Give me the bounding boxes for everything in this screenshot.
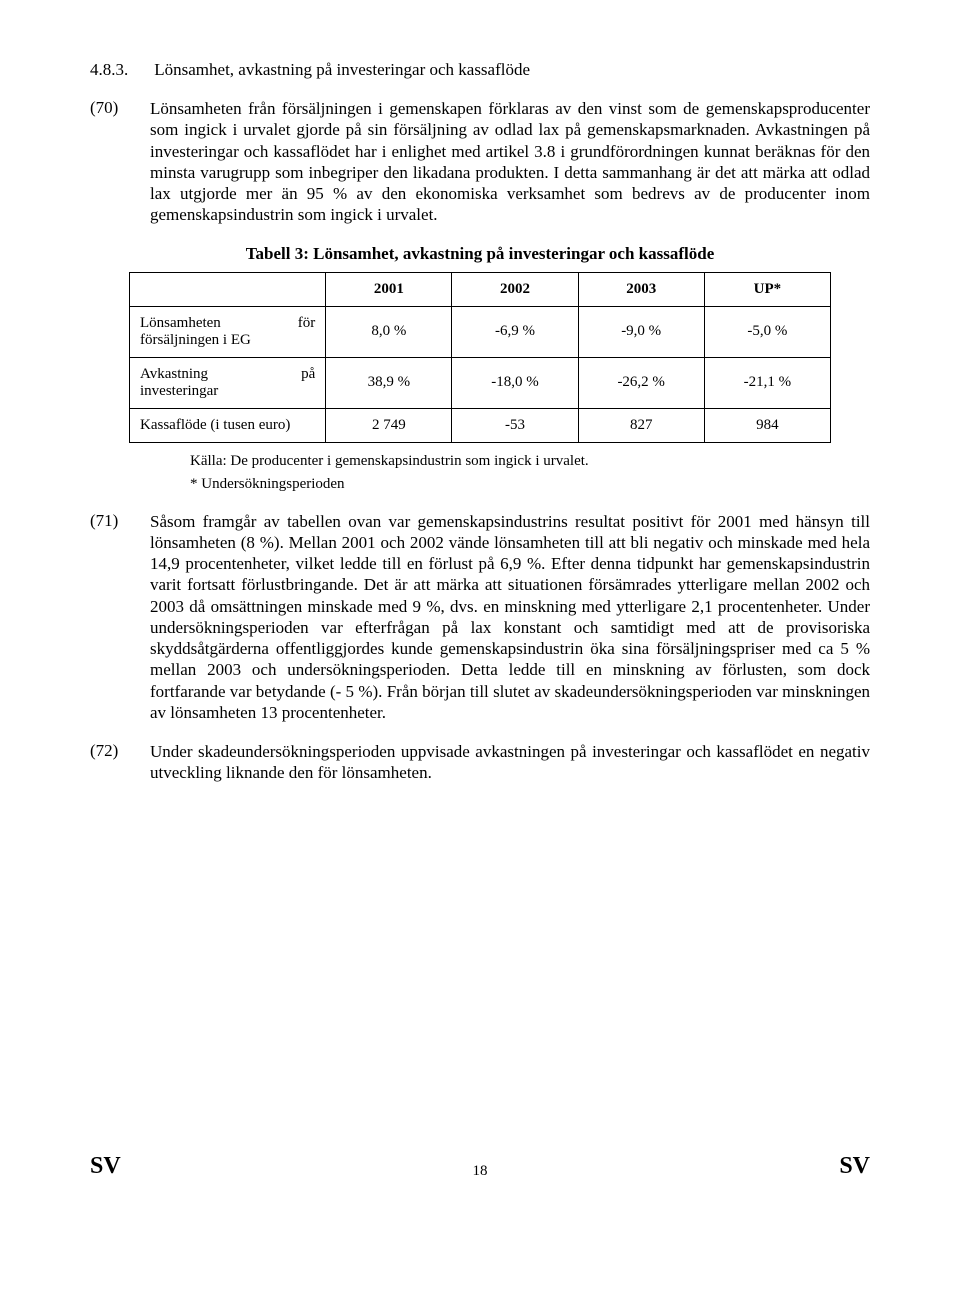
data-cell: -26,2 % — [578, 357, 704, 408]
data-cell: -21,1 % — [704, 357, 830, 408]
label-main: Avkastning — [140, 366, 208, 383]
label-right: för — [298, 315, 316, 332]
table-row: Avkastning på investeringar 38,9 % -18,0… — [130, 357, 831, 408]
data-cell: 38,9 % — [326, 357, 452, 408]
row-label: Avkastning på investeringar — [130, 357, 326, 408]
header-cell: UP* — [704, 272, 830, 306]
data-cell: 827 — [578, 408, 704, 442]
data-cell: -18,0 % — [452, 357, 578, 408]
header-cell: 2001 — [326, 272, 452, 306]
table-note: * Undersökningsperioden — [190, 476, 870, 493]
data-cell: 2 749 — [326, 408, 452, 442]
label-right: på — [301, 366, 315, 383]
para-body: Såsom framgår av tabellen ovan var gemen… — [150, 511, 870, 724]
row-label: Kassaflöde (i tusen euro) — [130, 408, 326, 442]
section-heading: 4.8.3. Lönsamhet, avkastning på invester… — [90, 60, 870, 80]
footer-right: SV — [839, 1153, 870, 1180]
label-sub: investeringar — [140, 383, 315, 400]
row-label: Lönsamheten för försäljningen i EG — [130, 306, 326, 357]
header-cell: 2002 — [452, 272, 578, 306]
para-body: Under skadeundersökningsperioden uppvisa… — [150, 741, 870, 784]
para-number: (71) — [90, 511, 150, 724]
label-main: Lönsamheten — [140, 315, 221, 332]
para-number: (70) — [90, 98, 150, 226]
table-row: Lönsamheten för försäljningen i EG 8,0 %… — [130, 306, 831, 357]
para-number: (72) — [90, 741, 150, 784]
header-cell: 2003 — [578, 272, 704, 306]
section-title: Lönsamhet, avkastning på investeringar o… — [154, 60, 530, 79]
data-cell: -5,0 % — [704, 306, 830, 357]
label-main: Kassaflöde (i tusen euro) — [140, 417, 290, 433]
table-caption: Tabell 3: Lönsamhet, avkastning på inves… — [90, 244, 870, 264]
data-cell: 8,0 % — [326, 306, 452, 357]
label-sub: försäljningen i EG — [140, 332, 315, 349]
table-source: Källa: De producenter i gemenskapsindust… — [190, 453, 870, 470]
paragraph-72: (72) Under skadeundersökningsperioden up… — [90, 741, 870, 784]
data-cell: 984 — [704, 408, 830, 442]
page-footer: SV 18 SV — [0, 1153, 960, 1180]
table-row: Kassaflöde (i tusen euro) 2 749 -53 827 … — [130, 408, 831, 442]
section-number: 4.8.3. — [90, 60, 150, 80]
page-number: 18 — [473, 1163, 488, 1180]
page: 4.8.3. Lönsamhet, avkastning på invester… — [0, 0, 960, 1200]
paragraph-70: (70) Lönsamheten från försäljningen i ge… — [90, 98, 870, 226]
paragraph-71: (71) Såsom framgår av tabellen ovan var … — [90, 511, 870, 724]
footer-left: SV — [90, 1153, 121, 1180]
table-header-row: 2001 2002 2003 UP* — [130, 272, 831, 306]
data-cell: -53 — [452, 408, 578, 442]
para-body: Lönsamheten från försäljningen i gemensk… — [150, 98, 870, 226]
data-cell: -9,0 % — [578, 306, 704, 357]
data-table: 2001 2002 2003 UP* Lönsamheten för försä… — [129, 272, 831, 443]
header-blank — [130, 272, 326, 306]
data-cell: -6,9 % — [452, 306, 578, 357]
